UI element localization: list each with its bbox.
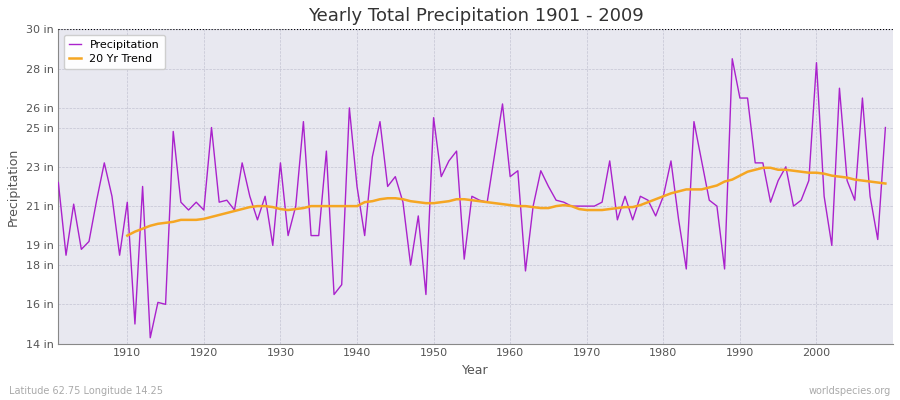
Line: 20 Yr Trend: 20 Yr Trend (127, 168, 886, 236)
20 Yr Trend (880, 181, 891, 186)
Precipitation (880, 125, 891, 130)
Precipitation (53, 180, 64, 185)
20 Yr Trend (758, 165, 769, 170)
X-axis label: Year: Year (463, 364, 489, 377)
20 Yr Trend (298, 206, 309, 210)
20 Yr Trend (512, 204, 523, 208)
20 Yr Trend (122, 233, 132, 238)
Line: Precipitation: Precipitation (58, 59, 886, 338)
Text: Latitude 62.75 Longitude 14.25: Latitude 62.75 Longitude 14.25 (9, 386, 163, 396)
Legend: Precipitation, 20 Yr Trend: Precipitation, 20 Yr Trend (64, 35, 165, 70)
Title: Yearly Total Precipitation 1901 - 2009: Yearly Total Precipitation 1901 - 2009 (308, 7, 644, 25)
Precipitation (604, 158, 615, 163)
Precipitation (337, 282, 347, 287)
Precipitation (505, 174, 516, 179)
20 Yr Trend (573, 207, 584, 212)
20 Yr Trend (826, 173, 837, 178)
Text: worldspecies.org: worldspecies.org (809, 386, 891, 396)
Precipitation (114, 253, 125, 258)
Precipitation (145, 335, 156, 340)
Precipitation (291, 204, 302, 208)
20 Yr Trend (850, 177, 860, 182)
20 Yr Trend (267, 205, 278, 210)
Precipitation (512, 168, 523, 173)
Y-axis label: Precipitation: Precipitation (7, 147, 20, 226)
Precipitation (727, 56, 738, 61)
